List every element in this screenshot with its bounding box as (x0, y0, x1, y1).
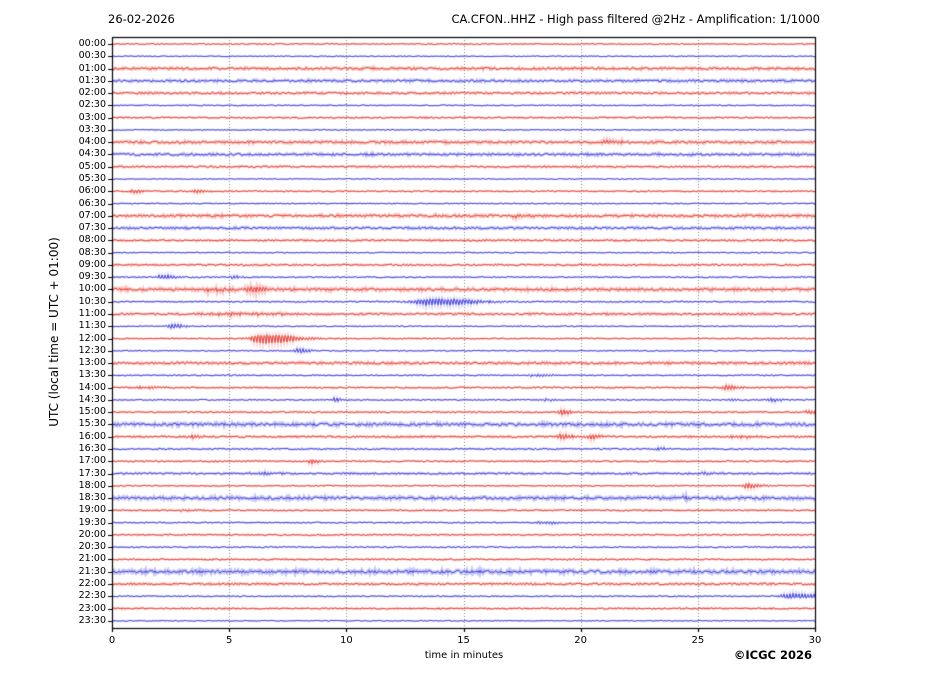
copyright-label: ©ICGC 2026 (733, 648, 812, 662)
y-tick-label: 20:30 (78, 541, 106, 553)
y-tick-label: 04:30 (78, 148, 106, 160)
y-tick-label: 02:00 (78, 87, 106, 99)
y-tick-label: 04:00 (78, 136, 106, 148)
y-tick-label: 15:00 (78, 406, 106, 418)
y-tick-label: 18:30 (78, 492, 106, 504)
y-tick-label: 23:30 (78, 614, 106, 626)
x-tick-label: 30 (808, 635, 822, 646)
y-tick-label: 16:00 (78, 430, 106, 442)
y-tick-label: 07:00 (78, 209, 106, 221)
x-axis-title: time in minutes (424, 650, 504, 661)
y-tick-label: 08:30 (78, 246, 106, 258)
y-tick-label: 17:30 (78, 467, 106, 479)
x-tick-label: 10 (339, 635, 353, 646)
x-tick-label: 15 (457, 635, 470, 646)
y-tick-label: 17:00 (78, 455, 106, 467)
y-tick-label: 19:00 (78, 504, 106, 516)
x-tick-label: 5 (225, 635, 233, 646)
y-tick-label: 03:00 (78, 111, 106, 123)
y-tick-label: 10:00 (78, 283, 106, 295)
y-tick-label: 21:30 (78, 565, 106, 577)
y-tick-label: 00:00 (78, 38, 106, 49)
y-tick-label: 09:30 (78, 271, 106, 283)
y-tick-label: 13:30 (78, 369, 106, 381)
y-tick-label: 09:00 (78, 258, 106, 270)
x-tick-label: 0 (108, 635, 116, 646)
y-tick-label: 07:30 (78, 222, 106, 234)
y-tick-label: 05:00 (78, 160, 106, 172)
y-tick-label: 18:00 (78, 479, 106, 491)
y-tick-label: 11:30 (78, 320, 106, 332)
y-tick-label: 14:30 (78, 393, 106, 405)
y-tick-label: 08:00 (78, 234, 106, 246)
y-tick-label: 01:00 (78, 62, 106, 74)
x-tick-label: 25 (691, 635, 705, 646)
y-tick-label: 19:30 (78, 516, 106, 528)
y-tick-label: 21:00 (78, 553, 106, 565)
y-tick-label: 01:30 (78, 74, 106, 86)
y-tick-label: 16:30 (78, 442, 106, 454)
y-tick-label: 15:30 (78, 418, 106, 430)
y-tick-label: 06:30 (78, 197, 106, 209)
y-tick-label: 03:30 (78, 123, 106, 135)
y-tick-label: 20:00 (78, 528, 106, 540)
y-tick-label: 14:00 (78, 381, 106, 393)
y-tick-label: 06:00 (78, 185, 106, 197)
y-tick-label: 22:30 (78, 590, 106, 602)
plot-title: CA.CFON..HHZ - High pass filtered @2Hz -… (451, 12, 820, 26)
y-tick-label: 23:00 (78, 602, 106, 614)
x-tick-label: 20 (574, 635, 588, 646)
y-tick-label: 02:30 (78, 99, 106, 111)
y-tick-label: 05:30 (78, 172, 106, 184)
y-tick-label: 12:30 (78, 344, 106, 356)
y-tick-label: 12:00 (78, 332, 106, 344)
date-label: 26-02-2026 (108, 12, 175, 26)
y-tick-label: 00:30 (78, 50, 106, 62)
y-tick-label: 11:00 (78, 307, 106, 319)
y-axis-title: UTC (local time = UTC + 01:00) (47, 237, 61, 427)
y-tick-label: 22:00 (78, 577, 106, 589)
y-tick-label: 13:00 (78, 357, 106, 369)
y-tick-label: 10:30 (78, 295, 106, 307)
